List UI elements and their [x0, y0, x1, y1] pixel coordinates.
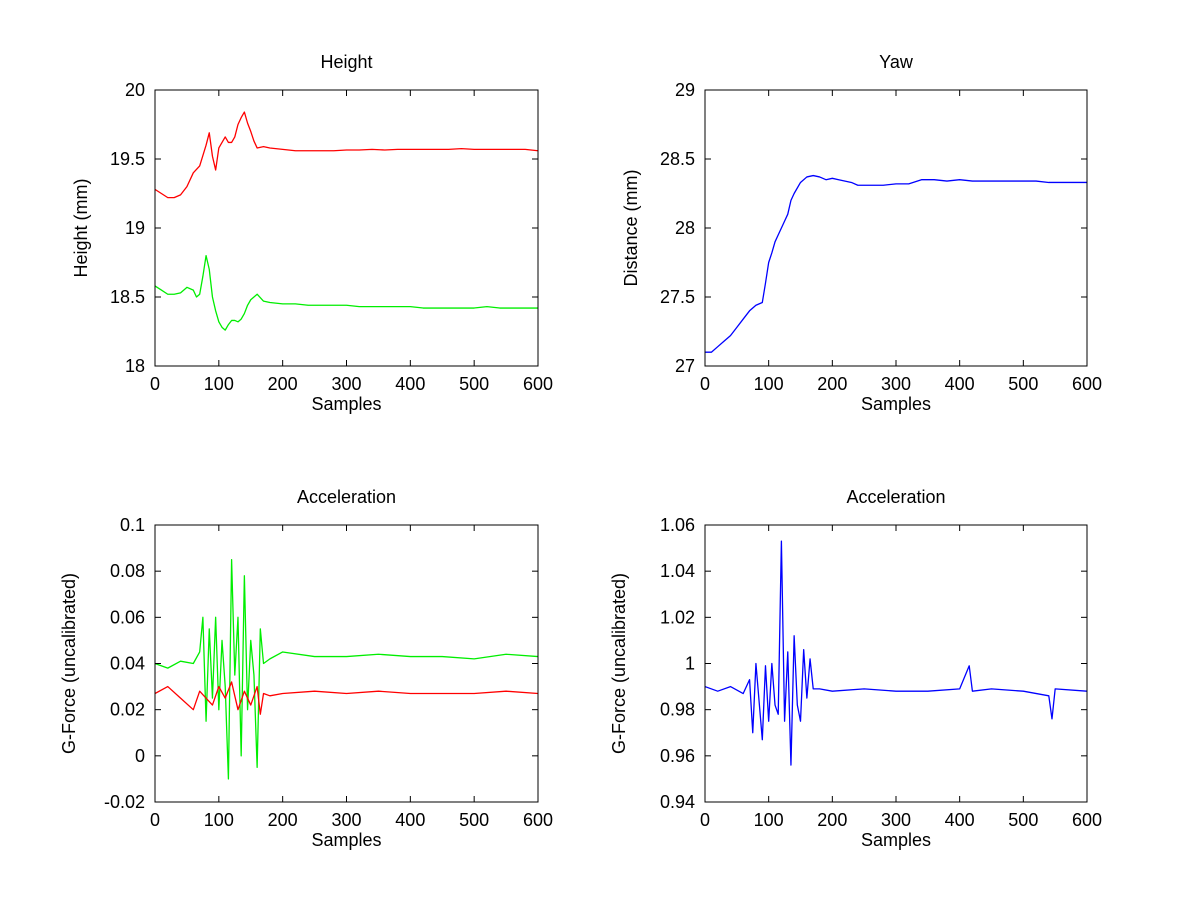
plot-frame	[154, 89, 539, 367]
y-tick-label: 0	[135, 746, 145, 766]
x-tick-label: 200	[268, 374, 298, 394]
series-line-1	[155, 254, 538, 331]
series-line-0	[155, 558, 538, 780]
x-tick-label: 300	[331, 374, 361, 394]
y-tick-label: 27.5	[660, 287, 695, 307]
x-tick-label: 100	[754, 810, 784, 830]
x-tick-label: 500	[459, 810, 489, 830]
y-tick-label: 0.02	[110, 700, 145, 720]
acceleration-panel-right: 0 100 200 300 400 500 600 0.94 0.96 0.98 1 1.02 1.04…	[609, 487, 1102, 850]
x-tick-label: 200	[268, 810, 298, 830]
y-tick-label: 1.04	[660, 561, 695, 581]
plot-frame	[704, 524, 1088, 803]
y-tick-label: 0.08	[110, 561, 145, 581]
series-line-0	[705, 540, 1087, 766]
plot-frame	[154, 524, 539, 803]
series-line-0	[705, 174, 1087, 353]
x-tick-label: 500	[1008, 374, 1038, 394]
x-axis-label: Samples	[861, 394, 931, 414]
y-axis-label: G-Force (uncalibrated)	[609, 573, 629, 754]
y-tick-label: 0.06	[110, 607, 145, 627]
y-tick-label: 18	[125, 356, 145, 376]
y-tick-label: 1.02	[660, 607, 695, 627]
x-tick-label: 100	[754, 374, 784, 394]
chart-title: Height	[320, 52, 372, 72]
x-tick-label: 0	[150, 374, 160, 394]
x-tick-label: 300	[331, 810, 361, 830]
x-tick-label: 200	[817, 810, 847, 830]
y-axis-label: G-Force (uncalibrated)	[59, 573, 79, 754]
chart-title: Yaw	[879, 52, 914, 72]
y-axis-label: Distance (mm)	[621, 169, 641, 286]
y-tick-label: 18.5	[110, 287, 145, 307]
y-tick-label: 0.1	[120, 515, 145, 535]
x-tick-label: 100	[204, 374, 234, 394]
y-tick-label: 19.5	[110, 149, 145, 169]
x-tick-label: 300	[881, 374, 911, 394]
y-tick-label: 0.04	[110, 654, 145, 674]
y-tick-label: 28	[675, 218, 695, 238]
x-tick-label: 0	[700, 810, 710, 830]
y-tick-label: 0.94	[660, 792, 695, 812]
x-axis-label: Samples	[311, 830, 381, 850]
x-tick-label: 0	[700, 374, 710, 394]
x-tick-label: 600	[523, 374, 553, 394]
chart-title: Acceleration	[846, 487, 945, 507]
x-tick-label: 200	[817, 374, 847, 394]
y-tick-label: 1.06	[660, 515, 695, 535]
y-tick-label: 0.96	[660, 746, 695, 766]
x-tick-label: 400	[395, 374, 425, 394]
y-tick-label: 0.98	[660, 700, 695, 720]
x-tick-label: 100	[204, 810, 234, 830]
x-axis-label: Samples	[861, 830, 931, 850]
x-tick-label: 500	[1008, 810, 1038, 830]
y-tick-label: 29	[675, 80, 695, 100]
y-tick-label: 27	[675, 356, 695, 376]
chart-title: Acceleration	[297, 487, 396, 507]
x-tick-label: 0	[150, 810, 160, 830]
x-tick-label: 400	[395, 810, 425, 830]
x-tick-label: 500	[459, 374, 489, 394]
yaw-panel: 0 100 200 300 400 500 600 27 27.5 28 28.5 29 Yaw Samp…	[621, 52, 1102, 414]
y-axis-label: Height (mm)	[71, 178, 91, 277]
height-panel: 0 100 200 300 400 500 600 18 18.5 19 19.5 20 Height S…	[71, 52, 553, 414]
y-tick-label: 28.5	[660, 149, 695, 169]
y-tick-label: 1	[685, 654, 695, 674]
y-tick-label: -0.02	[104, 792, 145, 812]
x-axis-label: Samples	[311, 394, 381, 414]
x-tick-label: 300	[881, 810, 911, 830]
acceleration-panel-left: 0 100 200 300 400 500 600-0.0200.020.040.060.0…	[59, 487, 553, 850]
x-tick-label: 600	[523, 810, 553, 830]
x-tick-label: 600	[1072, 374, 1102, 394]
x-tick-label: 400	[945, 810, 975, 830]
y-tick-label: 19	[125, 218, 145, 238]
y-tick-label: 20	[125, 80, 145, 100]
series-line-1	[155, 681, 538, 715]
plot-frame	[704, 89, 1088, 367]
x-tick-label: 600	[1072, 810, 1102, 830]
x-tick-label: 400	[945, 374, 975, 394]
series-line-0	[155, 111, 538, 199]
